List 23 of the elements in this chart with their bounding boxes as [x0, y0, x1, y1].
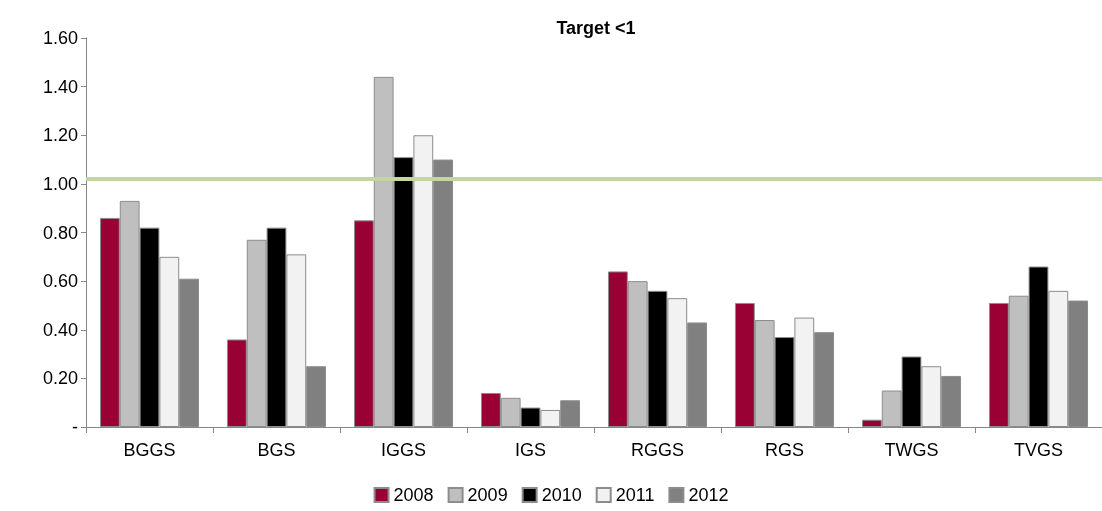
- legend-label: 2009: [467, 485, 508, 505]
- chart-title: Target <1: [556, 18, 636, 38]
- y-tick-label: -: [72, 417, 78, 437]
- x-tick-label: BGGS: [123, 440, 176, 460]
- y-tick-label: 1.60: [42, 28, 78, 48]
- x-tick-label: RGGS: [630, 440, 685, 460]
- y-tick-label: 0.20: [42, 368, 78, 389]
- y-tick-label: 1.20: [42, 125, 78, 146]
- legend-label: 2011: [615, 485, 655, 505]
- x-tick-label: TWGS: [884, 440, 939, 460]
- y-tick-label: 0.40: [42, 319, 78, 340]
- y-tick-label: 0.60: [42, 271, 78, 292]
- legend-label: 2010: [541, 485, 582, 505]
- legend-label: 2012: [688, 485, 729, 505]
- x-tick-label: IGGS: [380, 440, 427, 460]
- x-tick-label: IGS: [514, 440, 547, 460]
- y-tick-label: 1.40: [42, 76, 78, 97]
- x-tick-label: TVGS: [1013, 440, 1064, 460]
- x-tick-label: RGS: [764, 440, 805, 460]
- x-tick-label: BGS: [257, 440, 296, 460]
- legend-label: 2008: [393, 485, 434, 505]
- y-tick-label: 0.80: [42, 222, 78, 243]
- y-tick-label: 1.00: [42, 173, 78, 194]
